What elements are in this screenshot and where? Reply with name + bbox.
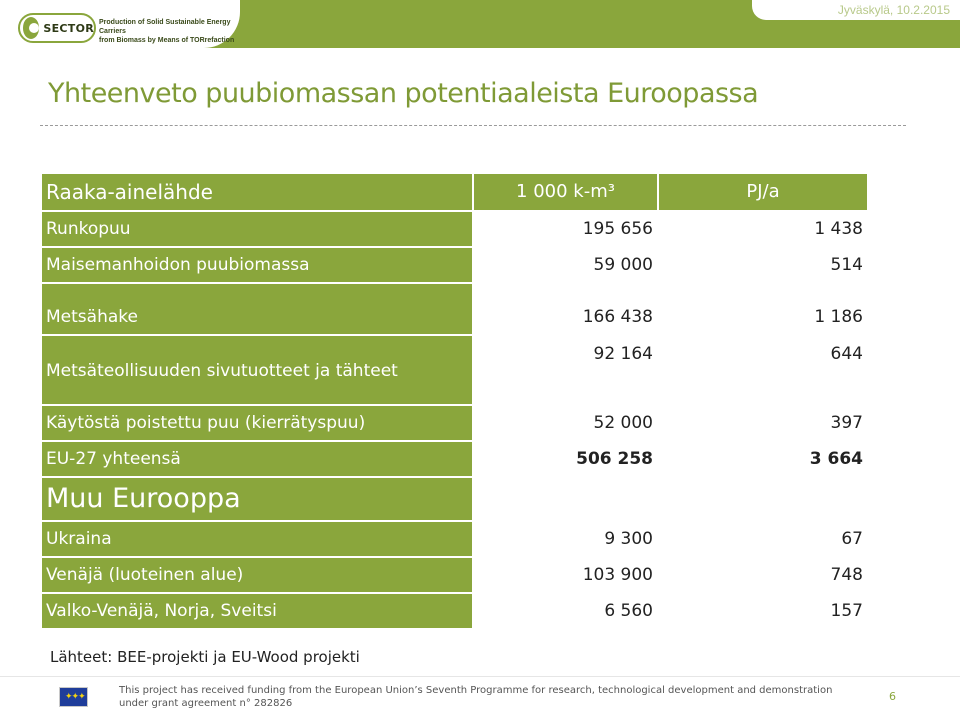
- row-energy: 397: [657, 404, 869, 442]
- title-divider: [40, 125, 906, 126]
- row-volume: 92 164: [472, 334, 659, 406]
- row-energy: 644: [657, 334, 869, 406]
- section-empty-cell: [657, 476, 869, 522]
- tagline-line-1: Production of Solid Sustainable Energy C…: [99, 19, 231, 35]
- row-energy: 748: [657, 556, 869, 594]
- row-label: Runkopuu: [40, 210, 474, 248]
- row-label: Metsähake: [40, 282, 474, 336]
- row-label: Metsäteollisuuden sivutuotteet ja tähtee…: [40, 334, 474, 406]
- table-header-row: Raaka-ainelähde 1 000 k-m³ PJ/a: [40, 172, 869, 212]
- row-label: Käytöstä poistettu puu (kierrätyspuu): [40, 404, 474, 442]
- page-number: 6: [889, 690, 896, 703]
- table-row: Venäjä (luoteinen alue) 103 900 748: [40, 556, 869, 594]
- table-row: Runkopuu 195 656 1 438: [40, 210, 869, 248]
- table-row: Maisemanhoidon puubiomassa 59 000 514: [40, 246, 869, 284]
- table-row: Metsäteollisuuden sivutuotteet ja tähtee…: [40, 334, 869, 406]
- row-volume: 166 438: [472, 282, 659, 336]
- presentation-date: Jyväskylä, 10.2.2015: [837, 3, 950, 17]
- date-tab: Jyväskylä, 10.2.2015: [752, 0, 960, 20]
- table-row: Metsähake 166 438 1 186: [40, 282, 869, 336]
- sector-logo: SECTOR: [18, 13, 96, 43]
- project-tagline: Production of Solid Sustainable Energy C…: [99, 18, 239, 45]
- logo-text: SECTOR: [43, 21, 94, 35]
- sources-note: Lähteet: BEE-projekti ja EU-Wood projekt…: [50, 648, 360, 666]
- header-source: Raaka-ainelähde: [40, 172, 474, 212]
- row-label: EU-27 yhteensä: [40, 440, 474, 478]
- row-volume: 59 000: [472, 246, 659, 284]
- footer-divider: [0, 676, 960, 677]
- row-energy: 3 664: [657, 440, 869, 478]
- row-volume: 195 656: [472, 210, 659, 248]
- table-row: Valko-Venäjä, Norja, Sveitsi 6 560 157: [40, 592, 869, 630]
- eu-flag-icon: ✦✦✦: [59, 687, 88, 707]
- logo-emblem-icon: [23, 17, 40, 39]
- table-total-row: EU-27 yhteensä 506 258 3 664: [40, 440, 869, 478]
- table-section-row: Muu Eurooppa: [40, 476, 869, 522]
- section-label: Muu Eurooppa: [40, 476, 474, 522]
- tagline-line-2: from Biomass by Means of TORrefaction: [99, 37, 235, 44]
- slide-title: Yhteenveto puubiomassan potentiaaleista …: [48, 78, 759, 109]
- table-row: Ukraina 9 300 67: [40, 520, 869, 558]
- header-volume: 1 000 k-m³: [472, 172, 659, 212]
- eu-stars-icon: ✦✦✦: [65, 692, 86, 702]
- row-energy: 157: [657, 592, 869, 630]
- funding-line-2: under grant agreement n° 282826: [119, 698, 293, 709]
- row-label: Venäjä (luoteinen alue): [40, 556, 474, 594]
- row-energy: 514: [657, 246, 869, 284]
- row-volume: 9 300: [472, 520, 659, 558]
- row-volume: 103 900: [472, 556, 659, 594]
- row-volume: 506 258: [472, 440, 659, 478]
- row-energy: 67: [657, 520, 869, 558]
- row-volume: 6 560: [472, 592, 659, 630]
- row-volume: 52 000: [472, 404, 659, 442]
- row-energy: 1 438: [657, 210, 869, 248]
- row-label: Ukraina: [40, 520, 474, 558]
- row-energy: 1 186: [657, 282, 869, 336]
- funding-statement: This project has received funding from t…: [119, 684, 839, 710]
- table-row: Käytöstä poistettu puu (kierrätyspuu) 52…: [40, 404, 869, 442]
- biomass-potential-table: Raaka-ainelähde 1 000 k-m³ PJ/a Runkopuu…: [40, 172, 869, 630]
- row-label: Valko-Venäjä, Norja, Sveitsi: [40, 592, 474, 630]
- header-energy: PJ/a: [657, 172, 869, 212]
- funding-line-1: This project has received funding from t…: [119, 685, 833, 696]
- row-label: Maisemanhoidon puubiomassa: [40, 246, 474, 284]
- section-empty-cell: [472, 476, 659, 522]
